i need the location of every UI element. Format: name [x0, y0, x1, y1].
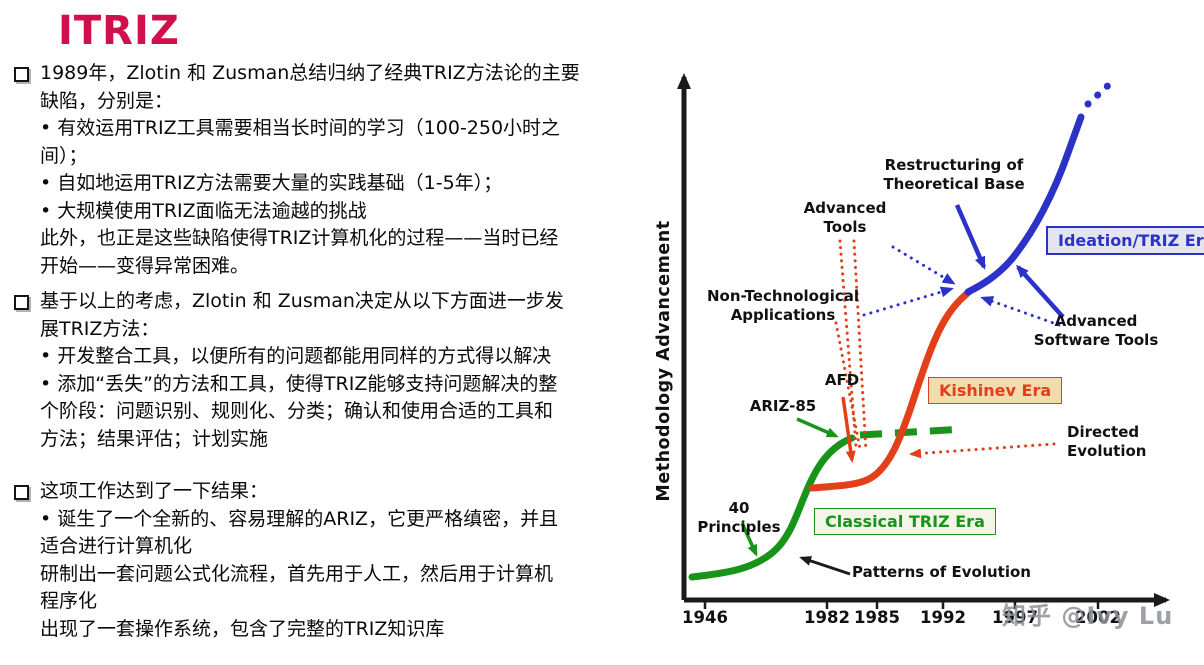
directed-evolution-label: Directed Evolution — [1067, 423, 1147, 460]
x-tick-1997: 1997 — [992, 608, 1038, 627]
non-technological-applications-label: Non-Technological Applications — [706, 287, 859, 324]
bullet-block-development-directions: 基于以上的考虑，Zlotin 和 Zusman决定从以下方面进一步发 展TRIZ… — [14, 288, 646, 453]
bullet-text: 基于以上的考虑，Zlotin 和 Zusman决定从以下方面进一步发 展TRIZ… — [40, 290, 564, 450]
square-bullet-icon — [14, 295, 29, 310]
s-curve-chart — [677, 73, 1170, 609]
directed-evolution-dotted-arrow — [909, 442, 1056, 459]
x-tick-1985: 1985 — [854, 608, 900, 627]
patterns-arrow — [799, 556, 851, 576]
kishinev-era-badge: Kishinev Era — [928, 377, 1063, 404]
advanced-software-arrow — [1015, 264, 1065, 319]
principles-arrow — [740, 522, 758, 557]
square-bullet-icon — [14, 485, 29, 500]
ariz85-label: ARIZ-85 — [749, 397, 817, 415]
page-title: ITRIZ — [58, 8, 180, 54]
y-axis-label: Methodology Advancement — [654, 220, 674, 502]
afd-arrow — [841, 396, 856, 463]
principles-label: 40 Principles — [697, 499, 781, 536]
advanced-software-tools-label: Advanced Software Tools — [1033, 312, 1159, 349]
bullet-block-results: 这项工作达到了一下结果： • 诞生了一个全新的、容易理解的ARIZ，它更严格缜密… — [14, 478, 646, 643]
ideation-dotted-projection — [1084, 76, 1118, 108]
advanced-tools-label: Advanced Tools — [803, 199, 887, 236]
classical-triz-era-badge: Classical TRIZ Era — [814, 508, 996, 535]
blue-dotted-connectors — [862, 245, 1061, 327]
restructuring-arrow — [954, 204, 987, 270]
x-axis-ticks — [703, 600, 1100, 609]
bullet-text: 1989年，Zlotin 和 Zusman总结归纳了经典TRIZ方法论的主要 缺… — [40, 62, 580, 277]
x-tick-2002: 2002 — [1075, 608, 1121, 627]
x-tick-1946: 1946 — [682, 608, 728, 627]
restructuring-label: Restructuring of Theoretical Base — [883, 156, 1025, 193]
x-tick-1992: 1992 — [920, 608, 966, 627]
classical-triz-dashed-plateau — [859, 425, 965, 439]
patterns-of-evolution-label: Patterns of Evolution — [852, 563, 1031, 581]
ariz85-arrow — [796, 417, 839, 438]
bullet-block-classic-triz-flaws: 1989年，Zlotin 和 Zusman总结归纳了经典TRIZ方法论的主要 缺… — [14, 60, 646, 280]
ideation-triz-era-badge: Ideation/TRIZ Era — [1046, 226, 1204, 255]
kishinev-curve — [808, 287, 974, 492]
afd-label: AFD — [824, 371, 860, 389]
red-dotted-connectors — [834, 239, 868, 453]
ideation-curve — [964, 113, 1085, 296]
zhihu-watermark: 知乎 @Ivy Lu — [1002, 602, 1174, 630]
bullet-text: 这项工作达到了一下结果： • 诞生了一个全新的、容易理解的ARIZ，它更严格缜密… — [40, 480, 559, 640]
square-bullet-icon — [14, 67, 29, 82]
classical-triz-curve — [688, 434, 856, 581]
x-tick-1982: 1982 — [804, 608, 850, 627]
